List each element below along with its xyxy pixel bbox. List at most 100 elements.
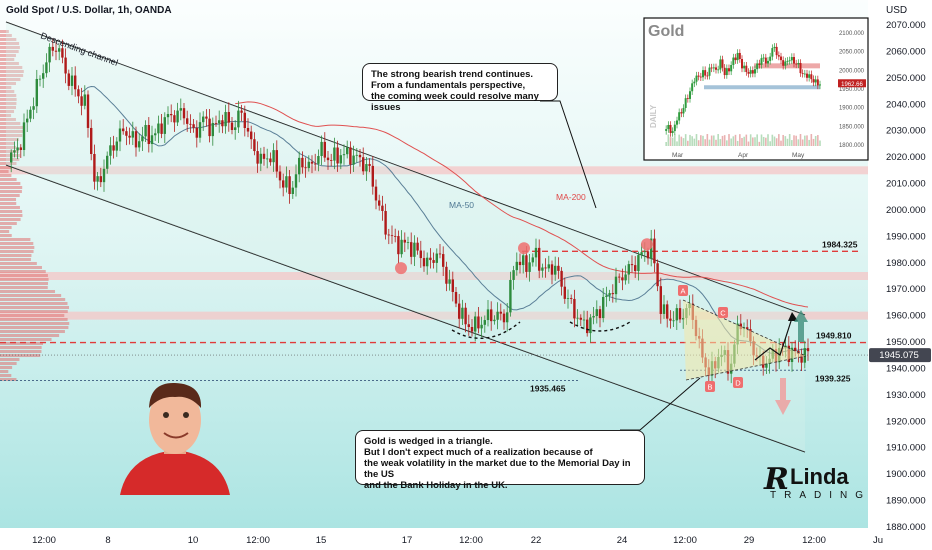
inset-volume-bar [758, 141, 761, 146]
candle-body [173, 115, 176, 123]
candle-body [250, 131, 253, 140]
candle-body [186, 118, 189, 124]
inset-candle-body [669, 124, 672, 133]
candle-body [99, 176, 102, 183]
candle-body [611, 293, 614, 295]
volume-profile-bar [0, 270, 46, 273]
volume-profile-bar [0, 194, 20, 197]
candle-body [234, 127, 237, 130]
candle-body [442, 254, 445, 267]
candle-body [598, 309, 602, 319]
candle-body [282, 180, 285, 188]
candle-body [96, 176, 99, 182]
candle-body [317, 156, 320, 164]
triangle-point-C-label: C [720, 309, 726, 318]
currency-label: USD [886, 5, 907, 16]
volume-profile-bar [0, 50, 19, 53]
pivot-marker-0 [395, 262, 407, 275]
inset-volume-bar [682, 138, 685, 146]
triangle-upper-edge [682, 299, 807, 357]
candle-body [77, 89, 80, 97]
candle-body [90, 127, 93, 154]
candle-body [131, 131, 134, 138]
candle-body [445, 266, 448, 284]
candle-body [480, 324, 483, 329]
volume-profile-bar [0, 218, 21, 221]
candle-body [422, 258, 426, 267]
inset-volume-bar [804, 135, 806, 146]
candle-body [461, 307, 464, 319]
inset-volume-bar [786, 138, 789, 146]
volume-profile-bar [0, 354, 41, 357]
candle-body [419, 250, 422, 259]
inset-volume-bar [741, 137, 743, 146]
candle-body [400, 239, 403, 255]
volume-profile-bar [0, 342, 44, 345]
inset-candle-body [671, 131, 674, 133]
candle-body [301, 157, 304, 168]
volume-profile-bar [0, 30, 9, 33]
volume-profile-bar [0, 318, 68, 321]
inset-candle-body [730, 65, 733, 72]
inset-candle-body [704, 70, 707, 76]
candle-body [259, 153, 262, 164]
inset-volume-bar [702, 135, 704, 146]
channel-lower-line [5, 164, 806, 453]
candle-body [307, 161, 310, 169]
inset-candle-body [741, 59, 743, 69]
inset-volume-bar [782, 134, 784, 146]
candle-body [646, 251, 650, 259]
candle-body [336, 147, 339, 164]
candle-body [534, 247, 538, 258]
candle-body [205, 116, 208, 119]
inset-volume-bar [743, 136, 745, 146]
volume-profile-bar [0, 306, 70, 309]
inset-volume-bar [788, 134, 791, 146]
inset-candle-body [747, 72, 750, 74]
resistance-zone-0 [0, 166, 868, 175]
candle-body [608, 293, 611, 296]
inset-candle-body [814, 79, 817, 83]
inset-candle-body [801, 73, 804, 74]
candle-body [515, 261, 518, 271]
candle-body [253, 139, 256, 152]
candle-body [202, 116, 205, 123]
candle-body [38, 78, 42, 80]
volume-profile-bar [0, 346, 42, 349]
candle-body [262, 153, 266, 159]
inset-candle-body [680, 112, 683, 114]
volume-profile-bar [0, 190, 22, 193]
inset-y-label: 1900.000 [839, 106, 865, 112]
inset-candle-body [782, 60, 785, 66]
candle-body [806, 348, 810, 352]
pivot-marker-2 [641, 238, 653, 251]
triangle-point-C-marker [718, 307, 728, 318]
candle-body [128, 135, 131, 138]
candle-body [83, 94, 86, 106]
candle-body [109, 145, 112, 156]
volume-profile-bar [0, 142, 15, 145]
x-tick-label: 10 [188, 535, 199, 546]
candle-body [288, 176, 291, 195]
volume-profile-bar [0, 358, 20, 361]
inset-candle-body [702, 70, 704, 78]
kid-mouth [163, 432, 189, 439]
volume-profile-bar [0, 230, 10, 233]
y-tick-label: 1880.000 [886, 522, 926, 533]
inset-title: Gold [648, 23, 684, 40]
candle-body [246, 127, 250, 132]
candle-body [144, 124, 147, 137]
volume-profile-bar [0, 134, 23, 137]
candle-body [304, 167, 307, 169]
inset-candle-body [691, 83, 694, 92]
candle-body [275, 150, 278, 172]
current-price-badge[interactable] [869, 348, 931, 363]
inset-volume-bar [736, 140, 739, 146]
candle-body [374, 186, 378, 201]
candle-body [227, 112, 230, 123]
volume-profile-bar [0, 250, 34, 253]
volume-profile-bar [0, 130, 24, 133]
candle-body [118, 128, 122, 142]
inset-candle-body [682, 107, 685, 114]
volume-profile-bar [0, 226, 12, 229]
